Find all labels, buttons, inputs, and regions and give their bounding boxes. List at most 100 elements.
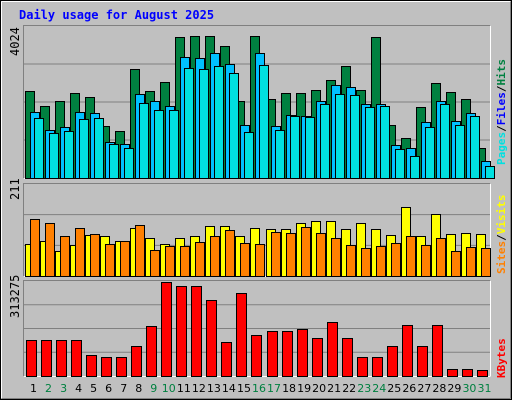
bar-pages-day-8: [139, 103, 149, 179]
bar-pages-day-28: [440, 104, 450, 179]
bar-sites-day-4: [75, 228, 85, 277]
bar-pages-day-23: [365, 107, 375, 179]
bar-kbytes-day-23: [357, 357, 368, 377]
x-tick-label-day-18: 18: [282, 382, 296, 395]
bar-sites-day-15: [240, 243, 250, 277]
bar-pages-day-9: [154, 110, 164, 179]
bar-kbytes-day-1: [26, 340, 37, 377]
x-tick-label-day-17: 17: [267, 382, 281, 395]
bar-kbytes-day-17: [267, 331, 278, 377]
bar-kbytes-day-9: [146, 326, 157, 377]
bar-sites-day-12: [195, 242, 205, 277]
bar-sites-day-9: [150, 250, 160, 277]
bar-sites-day-8: [135, 225, 145, 277]
x-tick-label-day-21: 21: [327, 382, 341, 395]
bar-pages-day-4: [79, 119, 89, 179]
chart-title: Daily usage for August 2025: [19, 8, 214, 22]
legend-middle: Sites/Visits: [495, 195, 508, 275]
bar-pages-day-3: [64, 131, 74, 179]
bar-kbytes-day-18: [282, 331, 293, 377]
x-tick-label-day-8: 8: [135, 382, 142, 395]
bar-sites-day-20: [316, 233, 326, 277]
bar-kbytes-day-7: [116, 357, 127, 377]
bar-kbytes-day-4: [71, 340, 82, 377]
bar-kbytes-day-24: [372, 357, 383, 377]
x-tick-label-day-26: 26: [402, 382, 416, 395]
legend-entry-top-3: /: [495, 85, 508, 92]
bar-sites-day-14: [225, 230, 235, 277]
bar-kbytes-day-11: [176, 286, 187, 377]
bar-sites-day-3: [60, 236, 70, 277]
bar-sites-day-27: [421, 245, 431, 277]
bar-sites-day-23: [361, 248, 371, 277]
x-tick-label-day-1: 1: [30, 382, 37, 395]
bar-kbytes-day-3: [56, 340, 67, 377]
x-tick-label-day-30: 30: [462, 382, 476, 395]
legend-entry-top-2: Files: [495, 92, 508, 125]
legend-top: Pages/Files/Hits: [495, 59, 508, 165]
bar-kbytes-day-19: [297, 329, 308, 377]
legend-bottom: KBytes: [495, 338, 508, 378]
x-tick-label-day-2: 2: [45, 382, 52, 395]
x-tick-label-day-5: 5: [90, 382, 97, 395]
bar-kbytes-day-21: [327, 322, 338, 377]
bar-sites-day-28: [436, 238, 446, 277]
bar-sites-day-25: [391, 243, 401, 277]
bar-sites-day-18: [286, 233, 296, 277]
bar-kbytes-day-2: [41, 340, 52, 377]
bar-pages-day-15: [244, 132, 254, 179]
bar-pages-day-11: [184, 68, 194, 179]
x-tick-label-day-23: 23: [357, 382, 371, 395]
x-tick-label-day-10: 10: [162, 382, 176, 395]
bar-kbytes-day-30: [462, 369, 473, 377]
bar-pages-day-13: [214, 66, 224, 179]
legend-entry-top-4: Hits: [495, 59, 508, 86]
x-tick-label-day-12: 12: [192, 382, 206, 395]
bar-pages-day-17: [275, 130, 285, 179]
bar-sites-day-29: [451, 251, 461, 277]
y-max-label-visits: 211: [8, 178, 22, 200]
bar-sites-day-21: [331, 238, 341, 277]
legend-entry-middle-0: Sites: [495, 241, 508, 274]
bar-kbytes-day-27: [417, 346, 428, 377]
x-tick-label-day-7: 7: [120, 382, 127, 395]
x-tick-label-day-28: 28: [432, 382, 446, 395]
bar-sites-day-17: [271, 232, 281, 277]
bar-pages-day-2: [49, 133, 59, 179]
bar-sites-day-16: [255, 244, 265, 277]
bar-kbytes-day-22: [342, 338, 353, 377]
x-tick-label-day-9: 9: [150, 382, 157, 395]
legend-entry-top-1: /: [495, 125, 508, 132]
bar-pages-day-21: [335, 94, 345, 179]
x-tick-label-day-3: 3: [60, 382, 67, 395]
bar-kbytes-day-5: [86, 355, 97, 377]
y-max-label-kbytes: 313275: [8, 275, 22, 318]
bar-kbytes-day-25: [387, 346, 398, 377]
x-tick-label-day-29: 29: [447, 382, 461, 395]
bar-pages-day-10: [169, 110, 179, 179]
bar-pages-day-12: [199, 69, 209, 179]
bar-sites-day-19: [301, 227, 311, 277]
bar-kbytes-day-6: [101, 357, 112, 377]
bar-sites-day-30: [466, 247, 476, 277]
bar-pages-day-7: [124, 148, 134, 179]
bar-sites-day-10: [165, 246, 175, 277]
bar-kbytes-day-12: [191, 286, 202, 377]
x-tick-label-day-16: 16: [252, 382, 266, 395]
bar-pages-day-27: [425, 127, 435, 179]
x-tick-label-day-6: 6: [105, 382, 112, 395]
bar-pages-day-5: [94, 118, 104, 179]
bar-sites-day-1: [30, 219, 40, 277]
bar-pages-day-14: [229, 73, 239, 179]
bar-kbytes-day-31: [477, 370, 488, 377]
x-tick-label-day-15: 15: [237, 382, 251, 395]
bar-kbytes-day-20: [312, 338, 323, 377]
bar-kbytes-day-10: [161, 282, 172, 377]
legend-entry-top-0: Pages: [495, 132, 508, 165]
bar-sites-day-24: [376, 246, 386, 277]
bar-sites-day-7: [120, 241, 130, 277]
bar-kbytes-day-28: [432, 325, 443, 377]
x-tick-label-day-14: 14: [222, 382, 236, 395]
bar-sites-day-5: [90, 234, 100, 277]
bar-pages-day-6: [109, 144, 119, 179]
